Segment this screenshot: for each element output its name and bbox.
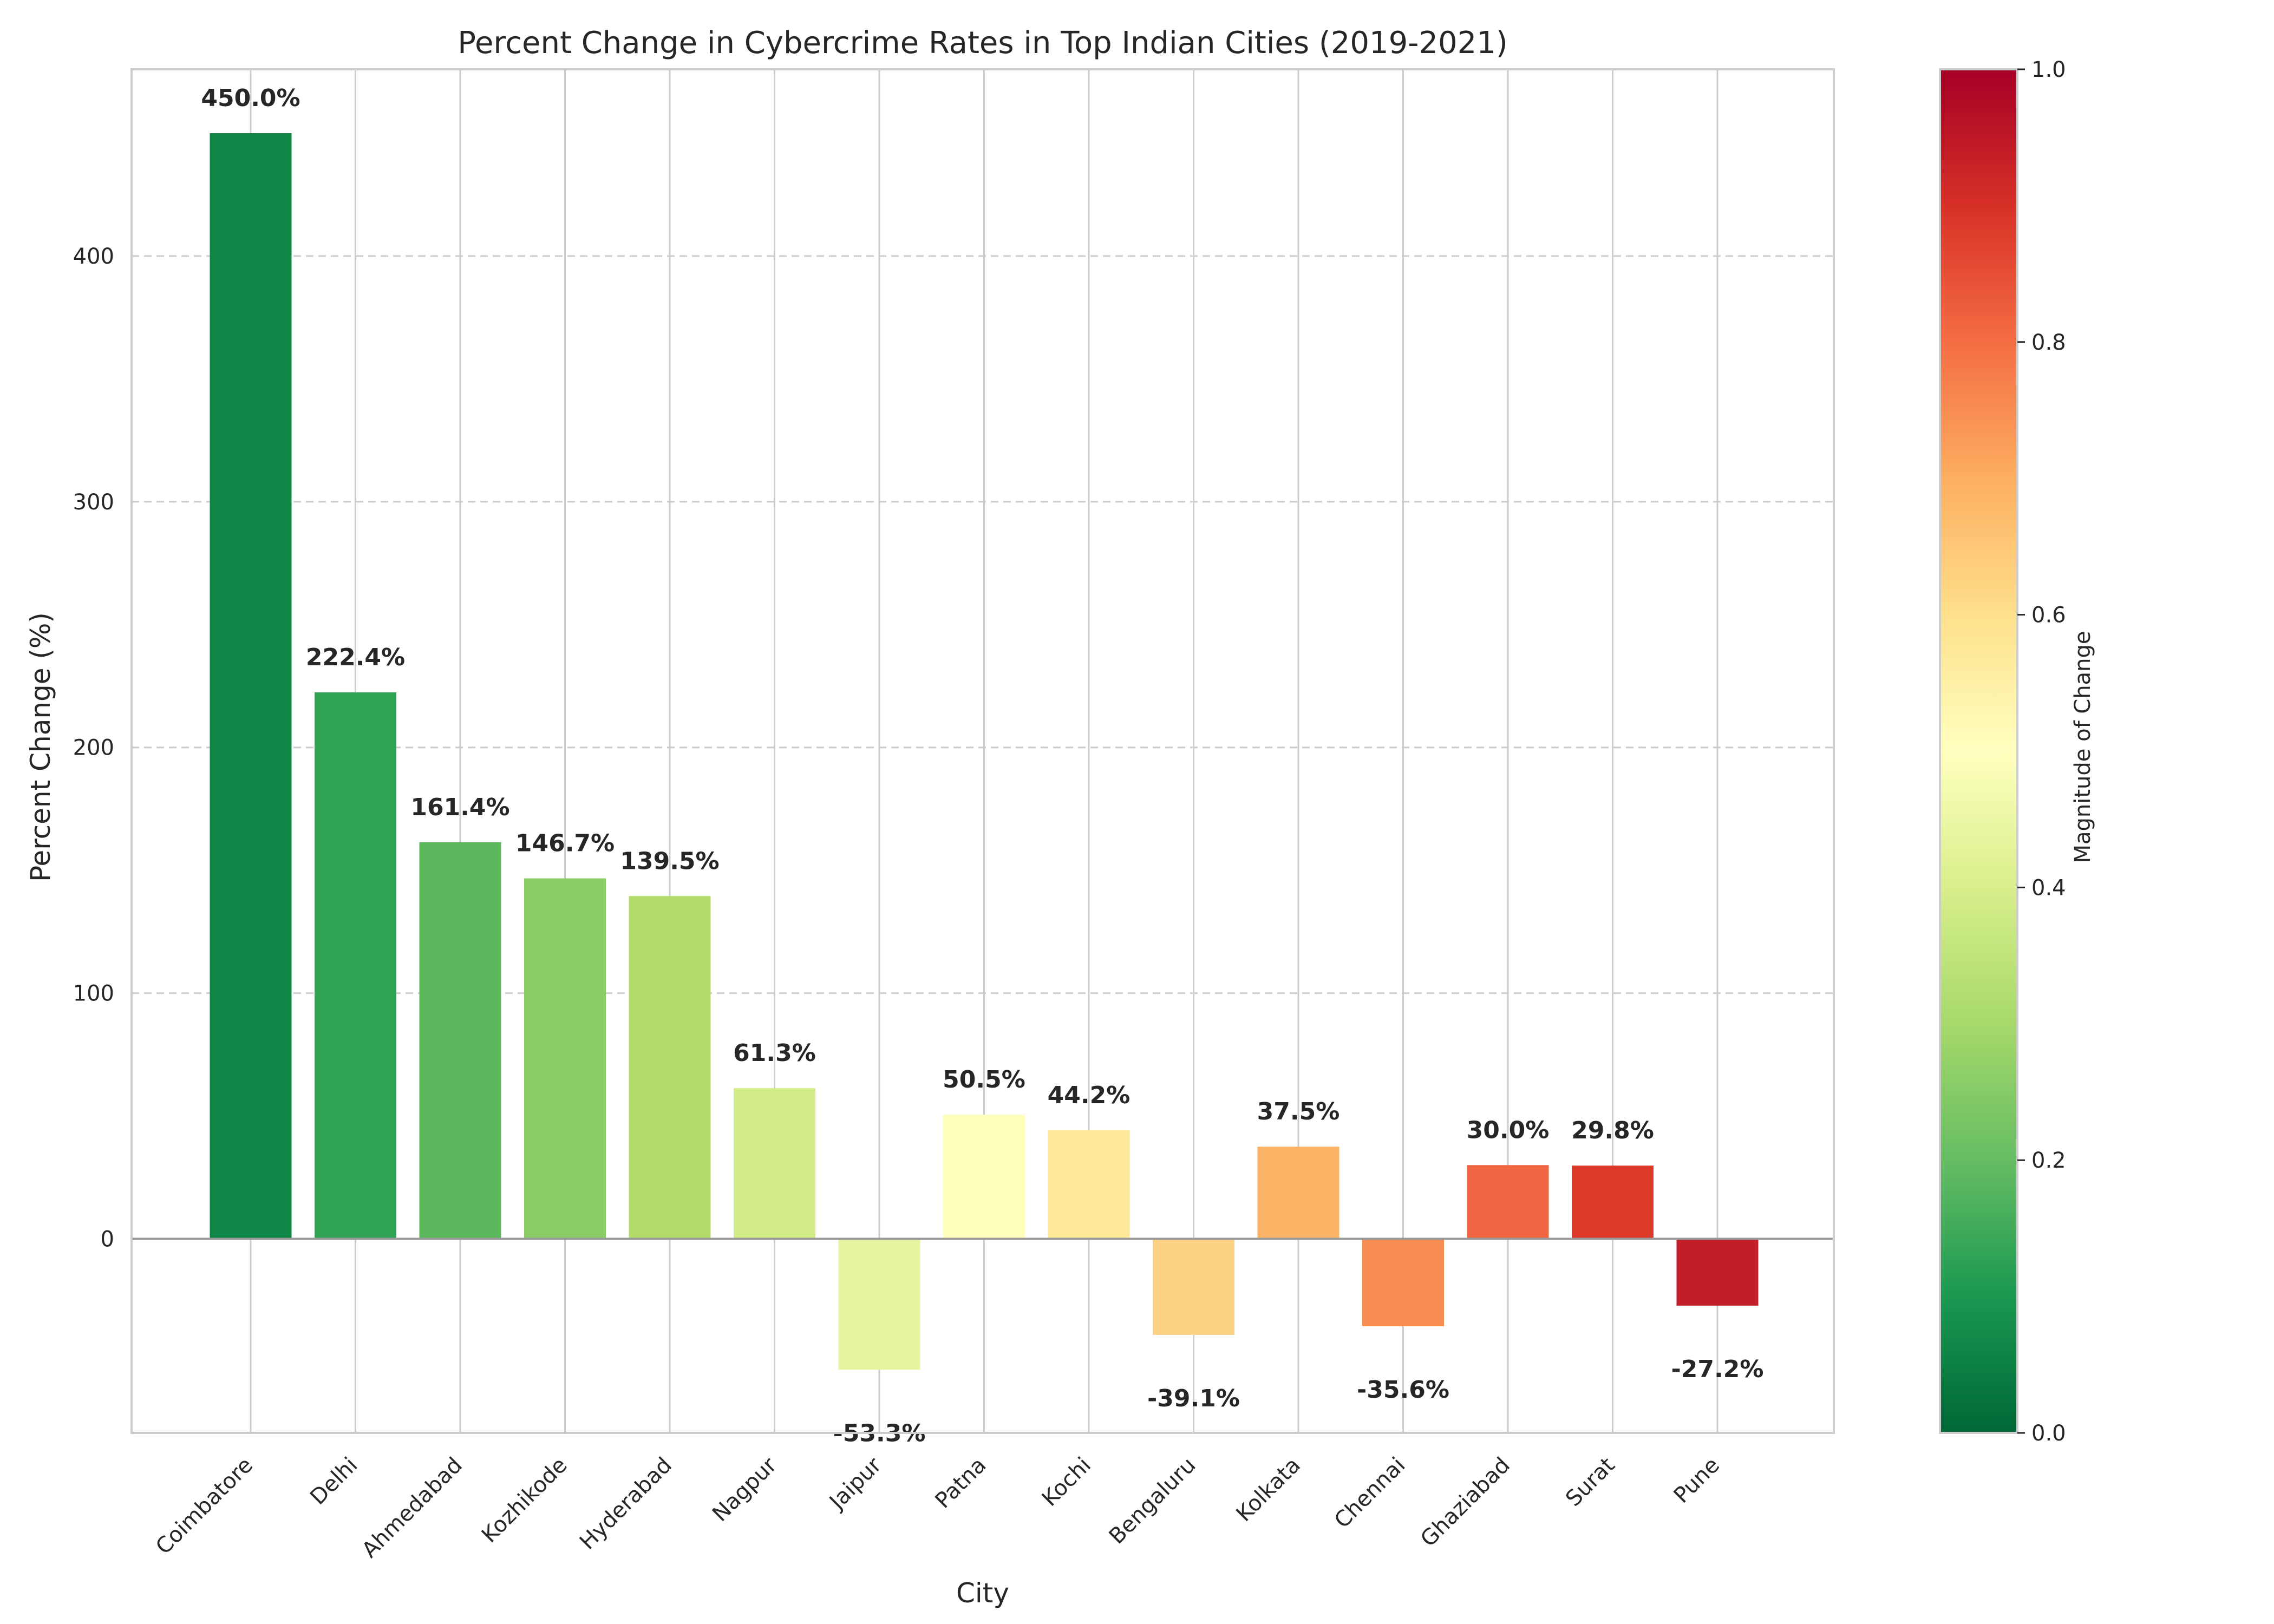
data-label: 37.5% [1257, 1098, 1340, 1125]
colorbar-tick-label: 0.0 [2031, 1421, 2066, 1446]
bar [734, 1088, 815, 1239]
plot-frame [130, 68, 1835, 1434]
bar [943, 1115, 1025, 1239]
data-label: -27.2% [1671, 1355, 1764, 1383]
y-tick-label: 400 [73, 244, 114, 269]
data-label: 450.0% [201, 84, 300, 112]
chart-title: Percent Change in Cybercrime Rates in To… [458, 25, 1508, 61]
bar [524, 878, 606, 1239]
bar [210, 133, 292, 1239]
bar [1153, 1239, 1234, 1335]
colorbar-tick-label: 0.2 [2031, 1148, 2066, 1173]
bar [1048, 1130, 1130, 1239]
y-axis-label: Percent Change (%) [25, 612, 56, 882]
colorbar-tick-label: 0.4 [2031, 875, 2066, 900]
colorbar-tick-label: 0.8 [2031, 330, 2066, 355]
data-label: 44.2% [1048, 1082, 1131, 1109]
y-tick-label: 200 [73, 736, 114, 761]
data-label: -35.6% [1357, 1376, 1449, 1404]
bar [315, 692, 396, 1239]
data-label: 30.0% [1467, 1116, 1550, 1144]
bar [1362, 1239, 1444, 1327]
bar [1572, 1165, 1654, 1239]
colorbar: 0.0 0.2 0.4 0.6 0.8 1.0 [1939, 57, 2066, 1446]
colorbar-label: Magnitude of Change [2070, 631, 2095, 863]
bar [1257, 1147, 1339, 1239]
bar [629, 896, 711, 1239]
colorbar-gradient [1939, 68, 2018, 1434]
bar [1676, 1239, 1759, 1306]
data-label: 29.8% [1571, 1117, 1654, 1144]
bar [838, 1239, 920, 1370]
colorbar-tick-label: 1.0 [2031, 57, 2066, 82]
bar [419, 842, 501, 1239]
y-tick-label: 100 [73, 981, 114, 1006]
data-label: 61.3% [733, 1039, 816, 1067]
bar [1467, 1165, 1549, 1239]
data-label: 161.4% [410, 794, 509, 821]
data-label: 139.5% [620, 847, 719, 875]
y-tick-label: 0 [101, 1227, 114, 1252]
y-tick-label: 300 [73, 490, 114, 515]
x-axis-label: City [956, 1577, 1009, 1609]
data-label: 222.4% [306, 644, 405, 671]
data-label: 146.7% [515, 830, 615, 857]
data-label: 50.5% [943, 1066, 1025, 1093]
colorbar-tick-label: 0.6 [2031, 603, 2066, 628]
data-label: -39.1% [1147, 1385, 1240, 1412]
